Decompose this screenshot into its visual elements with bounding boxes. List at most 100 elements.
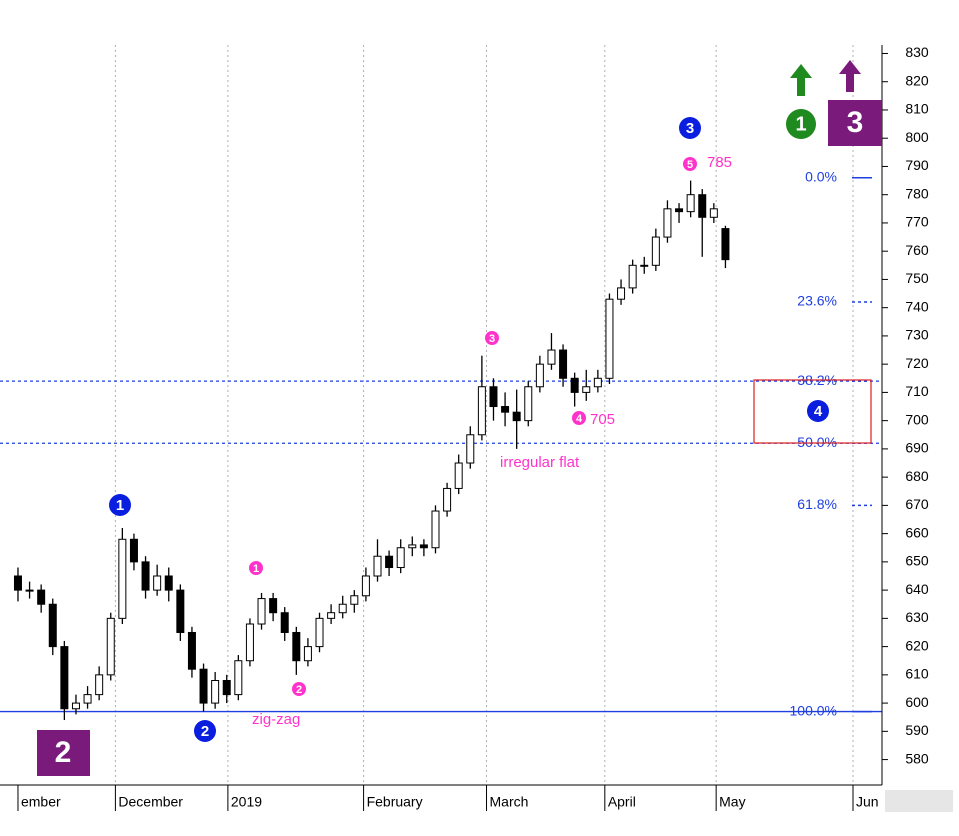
y-tick-label: 640 [905,581,929,597]
subwave-marker [292,682,306,696]
candle-body [350,595,359,605]
pattern-note: irregular flat [500,454,580,471]
candle-body [83,694,92,704]
candle-body [385,555,394,569]
subwave-label: 3 [489,333,495,345]
scroll-box [885,790,953,812]
candle-body [477,386,486,436]
subwave-marker [485,331,499,345]
subwave-label: 5 [687,159,693,171]
candle-body [373,555,382,577]
wave-label: 3 [686,120,694,137]
pattern-note: zig-zag [252,711,300,728]
candle-body [535,363,544,388]
subwave-marker [572,411,586,425]
candle-body [118,538,127,619]
y-tick-label: 790 [905,157,929,173]
y-tick-label: 580 [905,750,929,766]
candle-body [153,575,162,591]
candle-body [25,589,34,592]
candle-body [269,598,278,614]
candles [13,180,730,721]
y-tick-label: 670 [905,496,929,512]
x-tick-label: 2019 [231,794,262,810]
candle-body [48,603,57,648]
candle-body [489,386,498,408]
candle-body [675,208,684,213]
candle-body [524,386,533,422]
candle-body [71,702,80,710]
candle-body [454,462,463,489]
y-tick-label: 660 [905,524,929,540]
candle-body [303,646,312,662]
fib-levels: 0.0%23.6%38.2%50.0%61.8%100.0% [0,168,882,718]
candle-body [466,434,475,464]
candle-body [512,411,521,422]
subwave-label: 1 [253,563,259,575]
candle-body [199,668,208,704]
candle-body [234,660,243,696]
y-tick-label: 630 [905,609,929,625]
target-box [753,379,872,444]
candle-body [605,298,614,379]
candle-body [129,538,138,563]
candle-body [13,575,22,591]
candle-body [547,349,556,365]
y-tick-label: 740 [905,298,929,314]
y-tick-label: 590 [905,722,929,738]
wave-label: 2 [201,723,209,740]
wave-marker [679,117,701,139]
y-tick-label: 800 [905,129,929,145]
y-tick-label: 600 [905,694,929,710]
candle-body [582,386,591,393]
degree-box [828,100,882,146]
degree-box [37,730,90,776]
y-tick-label: 720 [905,355,929,371]
y-tick-label: 610 [905,666,929,682]
level-label: 0.0% [805,168,837,184]
candle-body [663,208,672,238]
candle-body [396,547,405,569]
y-tick-label: 710 [905,383,929,399]
y-tick-label: 760 [905,242,929,258]
degree-label: 3 [847,106,864,139]
candle-body [95,674,104,696]
candle-body [315,617,324,648]
candle-body [628,264,637,289]
wave-label: 4 [814,403,823,420]
candle-body [106,617,115,676]
grid [114,45,854,785]
degree-label: 1 [795,113,806,135]
subwave-marker [683,157,697,171]
y-tick-label: 680 [905,468,929,484]
subwave-marker [249,561,263,575]
wave-marker [807,400,829,422]
candle-body [431,510,440,549]
y-tick-label: 770 [905,214,929,230]
price-note: 705 [590,411,615,428]
price-note: 785 [707,154,732,171]
candle-body [443,487,452,512]
candle-body [280,612,289,633]
x-tick-label: May [719,794,745,810]
candle-body [686,194,695,213]
candle-body [721,228,730,261]
candle-body [501,406,510,413]
candle-body [617,287,626,300]
subwave-label: 4 [576,413,583,425]
axes: 580 590 600 610 620 630 640 650 660 670 680 690 700 7… [0,44,929,811]
candle-body [211,679,220,704]
x-tick-label: February [367,794,423,810]
candle-body [559,349,568,379]
candle-body [187,631,196,670]
candle-body [593,377,602,388]
y-tick-label: 620 [905,637,929,653]
wave-marker [109,494,131,516]
candle-body [141,561,150,591]
level-label: 61.8% [797,496,837,512]
y-tick-label: 820 [905,72,929,88]
candle-body [338,603,347,614]
y-tick-label: 750 [905,270,929,286]
candle-body [640,264,649,267]
candle-body [176,589,185,633]
